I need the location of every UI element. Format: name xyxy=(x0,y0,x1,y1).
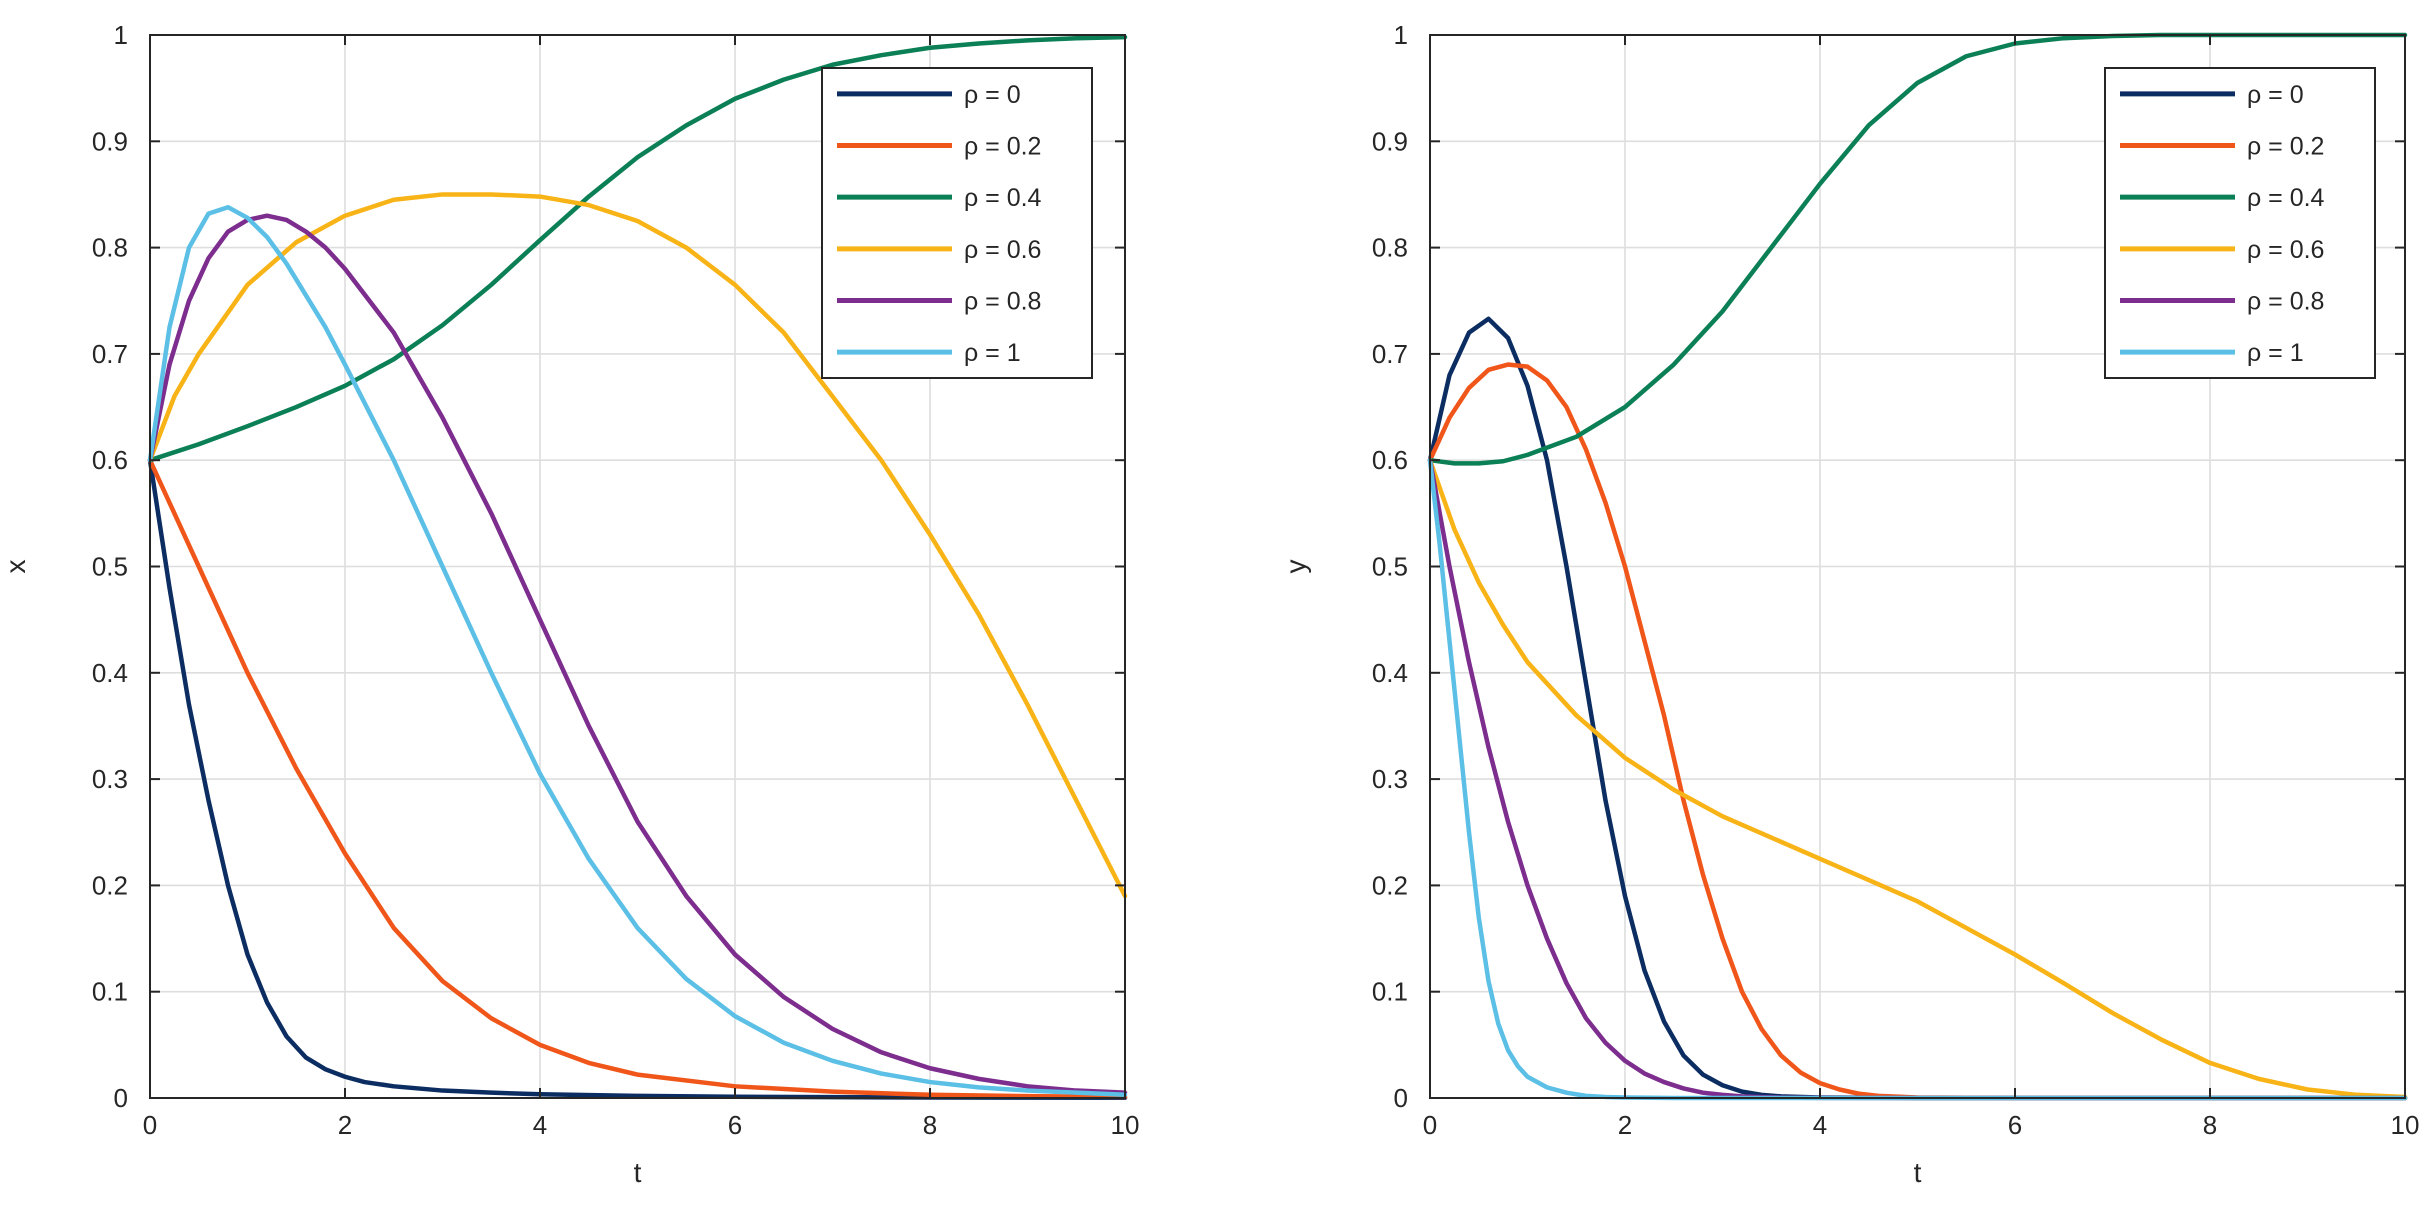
chart-2: 0 2 4 6 8 10 0 0.1 0.2 0.3 0.4 0.5 0.6 0.7 0.8 0.9 1 t y ρ … xyxy=(1280,20,2419,1188)
y-tick-label: 0.2 xyxy=(92,870,128,900)
y-axis-label: x xyxy=(0,560,31,574)
legend-label-3: ρ = 0.6 xyxy=(964,236,1041,264)
y-tick-label: 0 xyxy=(1394,1083,1408,1113)
legend-label-0: ρ = 0 xyxy=(964,81,1021,109)
legend: ρ = 0 ρ = 0.2 ρ = 0.4 ρ = 0.6 ρ = 0.8 ρ = 1 xyxy=(2104,67,2376,379)
y-tick-label: 0.8 xyxy=(92,233,128,263)
series-line-5 xyxy=(147,204,1128,1098)
x-tick-label: 10 xyxy=(2391,1110,2420,1140)
y-tick-label: 0.8 xyxy=(1372,233,1408,263)
x-tick-label: 6 xyxy=(728,1110,742,1140)
y-tick-label: 0.3 xyxy=(92,764,128,794)
series-line-4 xyxy=(147,213,1128,1095)
y-tick-label: 0 xyxy=(114,1083,128,1113)
x-tick-label: 10 xyxy=(1111,1110,1140,1140)
y-axis-label: y xyxy=(1280,560,1311,574)
y-tick-label: 0.5 xyxy=(92,552,128,582)
y-tick-label: 0.9 xyxy=(92,126,128,156)
y-tick-label: 0.2 xyxy=(1372,870,1408,900)
x-tick-label: 2 xyxy=(338,1110,352,1140)
series-line-2 xyxy=(147,34,1128,463)
x-tick-label: 4 xyxy=(1813,1110,1827,1140)
y-tick-label: 0.4 xyxy=(92,658,128,688)
legend-label-2: ρ = 0.4 xyxy=(2247,184,2325,212)
series-line-3 xyxy=(147,192,1128,899)
legend: ρ = 0 ρ = 0.2 ρ = 0.4 ρ = 0.6 ρ = 0.8 ρ = 1 xyxy=(821,67,1093,379)
y-tick-label: 0.6 xyxy=(1372,445,1408,475)
y-tick-label: 0.7 xyxy=(92,339,128,369)
x-tick-label: 0 xyxy=(1423,1110,1437,1140)
legend-label-1: ρ = 0.2 xyxy=(964,133,1041,161)
legend-label-1: ρ = 0.2 xyxy=(2247,133,2324,161)
legend-box xyxy=(2104,67,2376,379)
legend-label-0: ρ = 0 xyxy=(2247,81,2304,109)
series-line-3 xyxy=(1427,457,2408,1100)
legend-label-5: ρ = 1 xyxy=(964,339,1021,367)
y-tick-label: 1 xyxy=(1394,20,1408,50)
y-tick-label: 1 xyxy=(114,20,128,50)
y-tick-label: 0.3 xyxy=(1372,764,1408,794)
chart-1: 0 2 4 6 8 10 0 0.1 0.2 0.3 0.4 0.5 0.6 0.7 0.8 0.9 1 t x ρ … xyxy=(0,20,1139,1188)
y-tick-label: 0.9 xyxy=(1372,126,1408,156)
series-line-1 xyxy=(1427,362,2408,1101)
legend-box xyxy=(821,67,1093,379)
legend-label-4: ρ = 0.8 xyxy=(964,288,1041,316)
x-tick-label: 0 xyxy=(143,1110,157,1140)
series-line-0 xyxy=(147,457,1128,1101)
y-tick-label: 0.1 xyxy=(92,977,128,1007)
legend-label-4: ρ = 0.8 xyxy=(2247,288,2324,316)
x-tick-label: 8 xyxy=(2203,1110,2217,1140)
y-tick-label: 0.1 xyxy=(1372,977,1408,1007)
y-tick-label: 0.4 xyxy=(1372,658,1408,688)
x-tick-label: 8 xyxy=(923,1110,937,1140)
y-tick-label: 0.6 xyxy=(92,445,128,475)
x-tick-label: 2 xyxy=(1618,1110,1632,1140)
x-tick-label: 6 xyxy=(2008,1110,2022,1140)
x-axis-label: t xyxy=(634,1157,642,1188)
series-line-1 xyxy=(147,457,1128,1100)
y-tick-label: 0.5 xyxy=(1372,552,1408,582)
legend-label-2: ρ = 0.4 xyxy=(964,184,1042,212)
x-tick-label: 4 xyxy=(533,1110,547,1140)
x-axis-label: t xyxy=(1914,1157,1922,1188)
legend-label-5: ρ = 1 xyxy=(2247,339,2304,367)
y-tick-label: 0.7 xyxy=(1372,339,1408,369)
legend-label-3: ρ = 0.6 xyxy=(2247,236,2324,264)
